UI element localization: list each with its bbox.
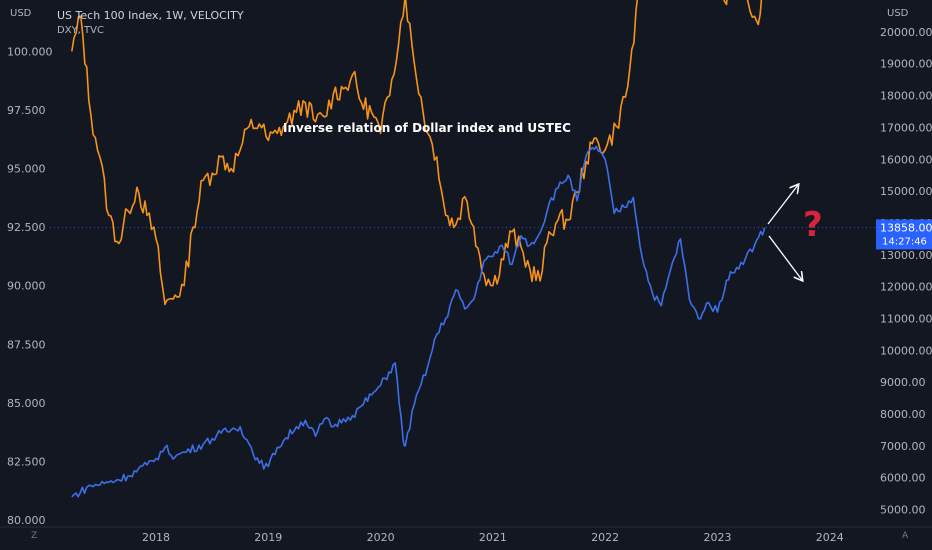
left-axis-tick-label: 95.000 xyxy=(7,163,46,176)
right-axis-tick-label: 13000.00 xyxy=(880,249,932,262)
right-axis-tick-label: 8000.00 xyxy=(880,408,926,421)
time-axis-tick-label: 2021 xyxy=(479,531,507,544)
left-axis-tick-label: 80.000 xyxy=(7,514,46,527)
right-axis-tick-label: 17000.00 xyxy=(880,121,932,134)
left-axis-tick-label: 85.000 xyxy=(7,397,46,410)
right-axis-tick-label: 15000.00 xyxy=(880,185,932,198)
left-currency-label: USD xyxy=(10,8,32,19)
compare-symbol-title[interactable]: DXY, TVC xyxy=(57,25,104,36)
right-axis-tick-label: 18000.00 xyxy=(880,90,932,103)
right-axis-tick-label: 6000.00 xyxy=(880,472,926,485)
time-axis-tick-label: 2018 xyxy=(142,531,170,544)
time-axis-tick-label: 2020 xyxy=(367,531,395,544)
direction-arrows xyxy=(767,185,802,280)
time-axis-tick-label: 2023 xyxy=(704,531,732,544)
question-mark-icon: ? xyxy=(803,205,823,245)
left-axis-tick-label: 97.500 xyxy=(7,104,46,117)
left-axis-tick-label: 82.500 xyxy=(7,455,46,468)
left-axis-tick-label: 92.500 xyxy=(7,221,46,234)
right-axis-tick-label: 19000.00 xyxy=(880,58,932,71)
right-axis-tick-label: 5000.00 xyxy=(880,504,926,517)
chart-annotation: Inverse relation of Dollar index and UST… xyxy=(283,121,571,135)
auto-scale-toggle-icon[interactable]: A xyxy=(902,531,909,541)
right-axis-tick-label: 20000.00 xyxy=(880,26,932,39)
time-axis-tick-label: 2019 xyxy=(254,531,282,544)
symbol-title[interactable]: US Tech 100 Index, 1W, VELOCITY xyxy=(57,9,244,22)
log-scale-toggle-icon[interactable]: Z xyxy=(31,531,38,541)
time-axis-tick-label: 2024 xyxy=(816,531,844,544)
right-axis-tick-label: 11000.00 xyxy=(880,312,932,325)
bar-countdown-label: 14:27:46 xyxy=(882,236,927,247)
right-axis-tick-label: 16000.00 xyxy=(880,153,932,166)
arrow-up-icon xyxy=(767,185,798,225)
right-axis-tick-label: 7000.00 xyxy=(880,440,926,453)
ustec-price-badge xyxy=(876,219,932,250)
ustec-price-badge-label: 13858.00 xyxy=(880,221,932,234)
time-axis[interactable]: 2018 2019 2020 2021 2022 2023 2024 xyxy=(0,526,932,544)
time-axis-tick-label: 2022 xyxy=(591,531,619,544)
right-axis-tick-label: 12000.00 xyxy=(880,281,932,294)
right-price-axis[interactable]: 5000.00 6000.00 7000.00 8000.00 9000.00 10000… xyxy=(880,26,932,517)
right-currency-label: USD xyxy=(887,8,909,19)
left-axis-tick-label: 100.000 xyxy=(7,45,53,58)
ustec-series-line xyxy=(71,145,766,498)
left-axis-tick-label: 90.000 xyxy=(7,280,46,293)
arrow-down-icon xyxy=(768,235,802,280)
dxy-series-line xyxy=(71,0,763,306)
right-axis-tick-label: 9000.00 xyxy=(880,376,926,389)
left-price-axis[interactable]: 80.000 82.500 85.000 87.500 90.000 92.500 95.0… xyxy=(7,0,53,527)
right-axis-tick-label: 10000.00 xyxy=(880,344,932,357)
chart-series xyxy=(71,0,766,498)
left-axis-tick-label: 87.500 xyxy=(7,338,46,351)
